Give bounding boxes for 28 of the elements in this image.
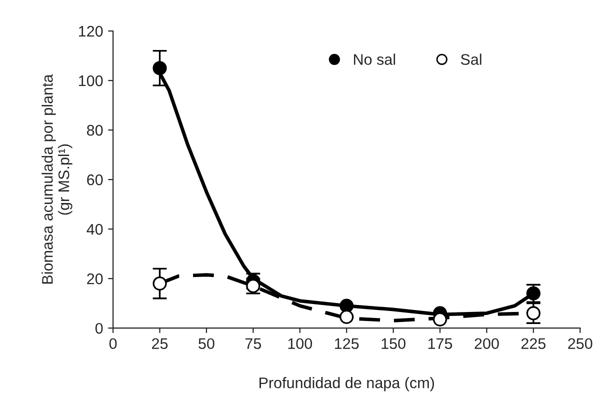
x-tick-label: 0 xyxy=(109,338,117,350)
x-tick-label: 225 xyxy=(521,338,546,350)
y-tick-label: 20 xyxy=(87,273,103,284)
x-tick-label: 50 xyxy=(198,338,214,350)
y-tick-label: 0 xyxy=(95,322,103,334)
legend-label: No sal xyxy=(354,54,396,65)
y-axis-title: Biomasa acumulada por planta (gr MS.pl¹) xyxy=(42,74,72,284)
point xyxy=(526,306,540,320)
point xyxy=(432,312,448,326)
point xyxy=(340,298,354,313)
y-tick-label: 120 xyxy=(79,26,103,37)
x-tick-label: 75 xyxy=(245,338,262,350)
x-tick-label: 25 xyxy=(152,338,168,350)
point xyxy=(152,61,167,76)
legend-label: Sal xyxy=(460,54,482,65)
x-tick-label: 150 xyxy=(382,338,406,350)
point xyxy=(152,276,167,291)
y-tick-label: 100 xyxy=(79,75,103,86)
y-tick-label: 40 xyxy=(86,224,103,235)
x-tick-label: 175 xyxy=(428,338,452,350)
y-tick-label: 80 xyxy=(87,124,103,136)
x-tick-label: 100 xyxy=(288,338,312,350)
x-tick-label: 250 xyxy=(568,338,592,350)
x-axis-title: Profundidad de napa (cm) xyxy=(260,377,434,392)
y-tick-label: 60 xyxy=(87,174,103,186)
x-tick-label: 125 xyxy=(335,338,359,350)
point xyxy=(340,310,354,324)
x-tick-label: 200 xyxy=(474,338,499,350)
